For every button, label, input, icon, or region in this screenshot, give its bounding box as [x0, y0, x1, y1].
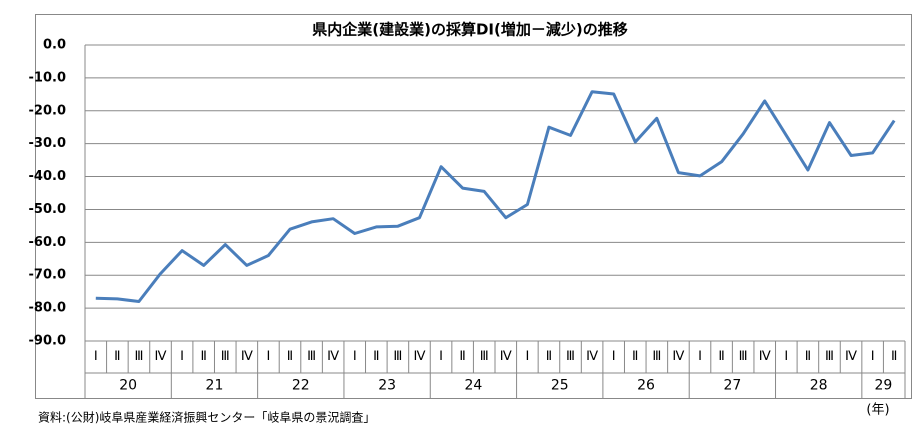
- y-tick-label: -60.0: [29, 235, 66, 250]
- x-tick-label: Ⅲ: [739, 348, 748, 363]
- x-tick-label: Ⅳ: [845, 348, 857, 363]
- x-tick-label: Ⅰ: [784, 348, 788, 363]
- x-tick-label: Ⅳ: [241, 348, 253, 363]
- x-tick-label: Ⅳ: [586, 348, 598, 363]
- x-tick-label: Ⅱ: [287, 348, 293, 363]
- y-tick-label: -30.0: [29, 136, 66, 151]
- x-tick-label: Ⅰ: [353, 348, 357, 363]
- y-tick-label: -80.0: [29, 301, 66, 316]
- x-tick-label: Ⅰ: [180, 348, 184, 363]
- x-tick-label: Ⅲ: [652, 348, 661, 363]
- year-label: 24: [465, 378, 483, 394]
- year-label: 23: [378, 378, 396, 394]
- x-tick-label: Ⅳ: [759, 348, 771, 363]
- x-tick-label: Ⅰ: [94, 348, 98, 363]
- year-label: 25: [551, 378, 569, 394]
- year-label: 21: [206, 378, 224, 394]
- x-tick-label: Ⅱ: [546, 348, 552, 363]
- x-tick-label: Ⅲ: [393, 348, 402, 363]
- year-label: 20: [119, 378, 137, 394]
- y-tick-label: -10.0: [29, 70, 66, 85]
- chart-title: 県内企業(建設業)の採算DI(増加－減少)の推移: [312, 21, 627, 39]
- y-tick-label: -40.0: [29, 169, 66, 184]
- data-line: [95, 90, 896, 303]
- x-tick-label: Ⅲ: [480, 348, 489, 363]
- x-tick-label: Ⅲ: [134, 348, 143, 363]
- year-label: 27: [723, 378, 741, 394]
- y-tick-label: 0.0: [43, 38, 66, 53]
- x-tick-label: Ⅰ: [439, 348, 443, 363]
- x-tick-label: Ⅲ: [307, 348, 316, 363]
- x-tick-label: Ⅳ: [500, 348, 512, 363]
- x-tick-label: Ⅰ: [266, 348, 270, 363]
- year-label: 26: [637, 378, 655, 394]
- x-tick-label: Ⅱ: [718, 348, 724, 363]
- x-unit: (年): [866, 403, 889, 418]
- x-tick-label: Ⅳ: [327, 348, 339, 363]
- x-tick-label: Ⅱ: [459, 348, 465, 363]
- source: 資料:(公財)岐阜県産業経済振興センター「岐阜県の景況調査」: [38, 410, 375, 425]
- x-tick-label: Ⅰ: [871, 348, 875, 363]
- x-tick-label: Ⅱ: [805, 348, 811, 363]
- x-tick-label: Ⅲ: [221, 348, 230, 363]
- x-tick-label: Ⅰ: [698, 348, 702, 363]
- x-tick-label: Ⅰ: [525, 348, 529, 363]
- x-tick-label: Ⅱ: [632, 348, 638, 363]
- chart-frame: [35, 14, 912, 399]
- x-tick-label: Ⅱ: [114, 348, 120, 363]
- x-tick-label: Ⅲ: [566, 348, 575, 363]
- year-label: 28: [810, 378, 828, 394]
- x-tick-label: Ⅱ: [200, 348, 206, 363]
- x-tick-label: Ⅳ: [413, 348, 425, 363]
- x-tick-label: Ⅳ: [155, 348, 167, 363]
- x-tick-label: Ⅰ: [612, 348, 616, 363]
- y-tick-label: -20.0: [29, 103, 66, 118]
- y-tick-label: -90.0: [29, 334, 66, 349]
- x-tick-label: Ⅳ: [672, 348, 684, 363]
- y-tick-label: -50.0: [29, 202, 66, 217]
- y-tick-label: -70.0: [29, 268, 66, 283]
- x-tick-label: Ⅱ: [373, 348, 379, 363]
- year-label: 22: [292, 378, 310, 394]
- year-label: 29: [875, 378, 893, 394]
- x-tick-label: Ⅲ: [825, 348, 834, 363]
- x-tick-label: Ⅱ: [891, 348, 897, 363]
